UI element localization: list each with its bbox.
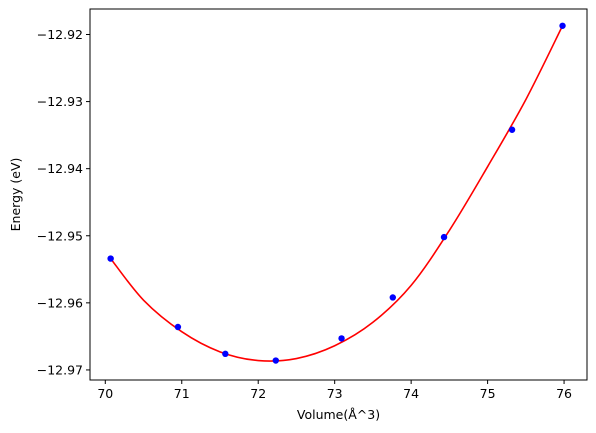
y-tick-label: −12.94 [37, 161, 83, 176]
x-tick-label: 74 [403, 386, 419, 401]
y-tick-label: −12.92 [37, 27, 83, 42]
data-point [272, 357, 279, 364]
y-tick-label: −12.96 [37, 295, 83, 310]
x-axis-label: Volume(Å^3) [297, 407, 380, 422]
fit-curve-line [110, 25, 564, 362]
y-tick-label: −12.93 [37, 94, 83, 109]
data-point [508, 126, 516, 133]
x-tick-label: 73 [327, 386, 343, 401]
y-axis-ticks: −12.92 −12.93 −12.94 −12.95 −12.96 −12.97 [37, 27, 90, 377]
data-point [389, 294, 396, 301]
x-tick-label: 75 [480, 386, 496, 401]
y-tick-label: −12.97 [37, 362, 83, 377]
x-tick-label: 76 [556, 386, 572, 401]
data-point [222, 350, 229, 358]
data-point [107, 255, 114, 262]
y-axis-label: Energy (eV) [8, 158, 23, 232]
x-tick-label: 71 [174, 386, 190, 401]
data-point [559, 22, 566, 29]
plot-frame [89, 8, 588, 381]
x-tick-label: 72 [250, 386, 266, 401]
data-point [174, 323, 182, 331]
x-tick-label: 70 [97, 386, 113, 401]
data-point [440, 233, 448, 241]
x-axis-ticks: 70 71 72 73 74 75 76 [97, 380, 572, 401]
y-tick-label: −12.95 [37, 228, 83, 243]
plot-content [107, 22, 566, 364]
data-point [338, 335, 345, 342]
